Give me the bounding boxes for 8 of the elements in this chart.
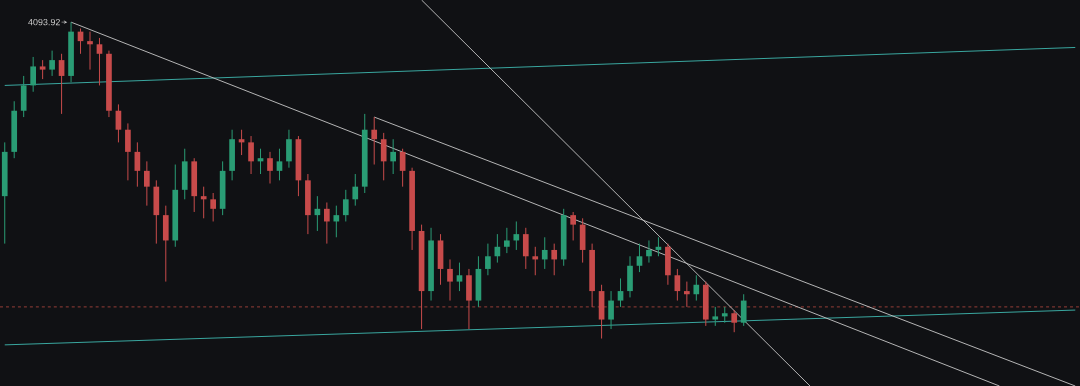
candlestick — [20, 75, 27, 118]
candlestick — [210, 192, 216, 222]
candlestick — [712, 306, 719, 327]
candlestick — [570, 211, 576, 241]
candlestick — [504, 227, 510, 254]
annotation: 4093.92 — [28, 18, 60, 26]
candlestick — [731, 309, 738, 333]
candlestick — [181, 148, 188, 200]
